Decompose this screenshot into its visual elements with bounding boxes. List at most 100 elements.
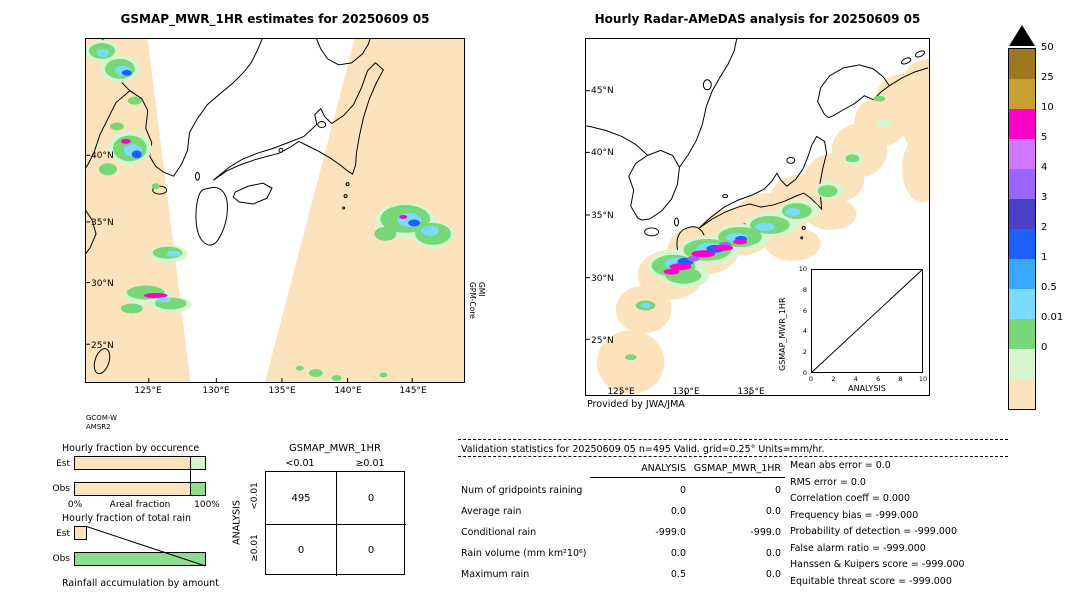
contingency-title: GSMAP_MWR_1HR bbox=[289, 443, 381, 454]
validation-header-row: ANALYSIS GSMAP_MWR_1HR bbox=[461, 463, 781, 474]
colorbar-tick-label: 2 bbox=[1041, 222, 1048, 233]
validation-row-label: Average rain bbox=[461, 506, 522, 517]
lon-tick-label: 125°E bbox=[607, 387, 635, 397]
colorbar-segment bbox=[1009, 349, 1035, 379]
colorbar-segment bbox=[1009, 79, 1035, 109]
inset-y-tick-label: 0 bbox=[802, 369, 807, 377]
validation-row: Average rain 0.0 0.0 bbox=[461, 501, 781, 522]
score-line: Hanssen & Kuipers score = -999.000 bbox=[790, 559, 965, 570]
lon-tick-label: 140°E bbox=[334, 386, 362, 396]
sensor-label-line2: AMSR2 bbox=[86, 423, 111, 431]
validation-header-gsmap: GSMAP_MWR_1HR bbox=[693, 463, 781, 474]
colorbar-segment bbox=[1009, 229, 1035, 259]
inset-y-tick-label: 6 bbox=[802, 306, 807, 315]
score-line: Equitable threat score = -999.000 bbox=[790, 575, 952, 587]
occurrence-chart-title: Hourly fraction by occurence bbox=[62, 443, 200, 454]
score-line: False alarm ratio = -999.000 bbox=[790, 542, 926, 554]
swath-sensor-line1: GPM-Core bbox=[468, 282, 477, 319]
contingency-row-header-2: ≥0.01 bbox=[250, 534, 260, 562]
inset-x-tick-label: 8 bbox=[898, 375, 903, 383]
colorbar-segment bbox=[1009, 379, 1035, 409]
lon-tick-label: 145°E bbox=[399, 386, 427, 396]
inset-x-tick-label: 10 bbox=[918, 375, 928, 383]
colorbar-tick-label: 4 bbox=[1041, 162, 1048, 173]
right-map-svg bbox=[586, 39, 929, 395]
score-line: Frequency bias = -999.000 bbox=[790, 509, 919, 521]
occurrence-obs-label: Obs bbox=[52, 484, 71, 494]
left-map-lon-labels: 125°E 130°E 135°E 140°E 145°E bbox=[85, 386, 465, 398]
validation-header-analysis: ANALYSIS bbox=[641, 463, 686, 474]
colorbar-tick-label: 50 bbox=[1041, 42, 1054, 53]
validation-row-label: Conditional rain bbox=[461, 527, 537, 538]
contingency-cell-value: 0 bbox=[367, 544, 375, 556]
contingency-col-header-1: <0.01 bbox=[285, 458, 315, 469]
right-map-title: Hourly Radar-AMeDAS analysis for 2025060… bbox=[594, 12, 921, 26]
swath-sensor-line2: GMI bbox=[477, 282, 486, 297]
contingency-cell-value: 0 bbox=[367, 492, 375, 504]
swath-sensor-label: GPM-Core GMI bbox=[468, 282, 486, 319]
colorbar-tick-label: 1 bbox=[1041, 252, 1048, 263]
one-to-one-line bbox=[812, 270, 922, 372]
contingency-row-axis-label: ANALYSIS bbox=[231, 500, 243, 545]
colorbar-segment bbox=[1009, 49, 1035, 79]
colorbar-overflow bbox=[1009, 25, 1035, 46]
inset-y-tick-label: 2 bbox=[802, 348, 807, 357]
inset-x-tick-label: 4 bbox=[853, 375, 858, 383]
validation-gsmap-value: -999.0 bbox=[750, 527, 781, 538]
contingency-cell-value: 0 bbox=[297, 544, 305, 556]
left-map: 40°N 35°N 30°N 25°N bbox=[85, 38, 465, 383]
lon-tick-label: 130°E bbox=[672, 387, 700, 397]
inset-x-tick-label: 6 bbox=[876, 375, 881, 383]
coastline-layer bbox=[86, 39, 384, 375]
validation-row-label: Rain volume (mm km²10⁶) bbox=[461, 548, 587, 559]
lon-tick-label: 135°E bbox=[268, 386, 296, 396]
overflow-triangle-icon bbox=[1009, 25, 1035, 46]
colorbar-tick-label: 10 bbox=[1041, 102, 1054, 113]
validation-analysis-value: 0.5 bbox=[670, 569, 686, 580]
contingency-hline bbox=[266, 524, 406, 525]
validation-analysis-value: 0.0 bbox=[670, 548, 686, 559]
score-line: RMS error = 0.0 bbox=[790, 476, 866, 488]
areal-axis-max: 100% bbox=[194, 500, 220, 510]
right-map-lon-labels: 125°E 130°E 135°E bbox=[586, 387, 929, 399]
inset-scatter-plot bbox=[811, 269, 923, 373]
colorbar-labels: 50 25 10 5 4 3 2 1 0.5 0.01 0 bbox=[1041, 42, 1077, 418]
cumulative-line bbox=[86, 526, 206, 567]
validation-row: Maximum rain 0.5 0.0 bbox=[461, 564, 781, 585]
colorbar-swatches bbox=[1008, 48, 1036, 410]
inset-x-tick-label: 2 bbox=[831, 375, 836, 383]
colorbar-segment bbox=[1009, 319, 1035, 349]
validation-title: Validation statistics for 20250609 05 n=… bbox=[461, 444, 825, 455]
divider-dashed-bottom bbox=[458, 456, 1008, 457]
colorbar-segment bbox=[1009, 139, 1035, 169]
score-line: Probability of detection = -999.000 bbox=[790, 526, 957, 537]
sensor-label-line1: GCOM-W bbox=[86, 414, 118, 422]
inset-y-ticks: 0 2 4 6 8 10 bbox=[791, 265, 808, 377]
colorbar-segment bbox=[1009, 169, 1035, 199]
lon-tick-label: 130°E bbox=[202, 386, 230, 396]
validation-analysis-value: 0.0 bbox=[670, 506, 686, 517]
inset-y-tick-label: 10 bbox=[798, 265, 807, 273]
inset-y-tick-label: 4 bbox=[802, 327, 807, 336]
divider-dashed-top bbox=[458, 439, 1008, 440]
precip-cells-layer bbox=[86, 39, 455, 382]
validation-analysis-value: 0 bbox=[679, 485, 686, 496]
credit-label: Provided by JWA/JMA bbox=[587, 399, 685, 410]
score-line: Correlation coeff = 0.000 bbox=[790, 493, 911, 504]
validation-row-label: Maximum rain bbox=[461, 569, 530, 580]
score-line: Mean abs error = 0.0 bbox=[790, 460, 891, 471]
colorbar-segment bbox=[1009, 199, 1035, 229]
areal-axis-min: 0% bbox=[67, 500, 83, 510]
colorbar-segment bbox=[1009, 109, 1035, 139]
validation-header-underline bbox=[590, 477, 785, 478]
total-obs-label: Obs bbox=[52, 554, 71, 564]
inset-diagonal-svg bbox=[812, 270, 922, 372]
validation-stats: Mean abs error = 0.0 RMS error = 0.0 Corre… bbox=[790, 458, 1030, 590]
validation-rows: Num of gridpoints raining 0 0 Average rain 0… bbox=[461, 480, 781, 585]
occurrence-est-label: Est bbox=[56, 459, 70, 469]
colorbar-tick-label: 25 bbox=[1041, 72, 1054, 83]
total-est-label: Est bbox=[56, 529, 70, 539]
validation-header-spacer bbox=[461, 463, 611, 474]
validation-row: Conditional rain -999.0 -999.0 bbox=[461, 522, 781, 543]
areal-axis-label: Areal fraction bbox=[109, 500, 171, 510]
